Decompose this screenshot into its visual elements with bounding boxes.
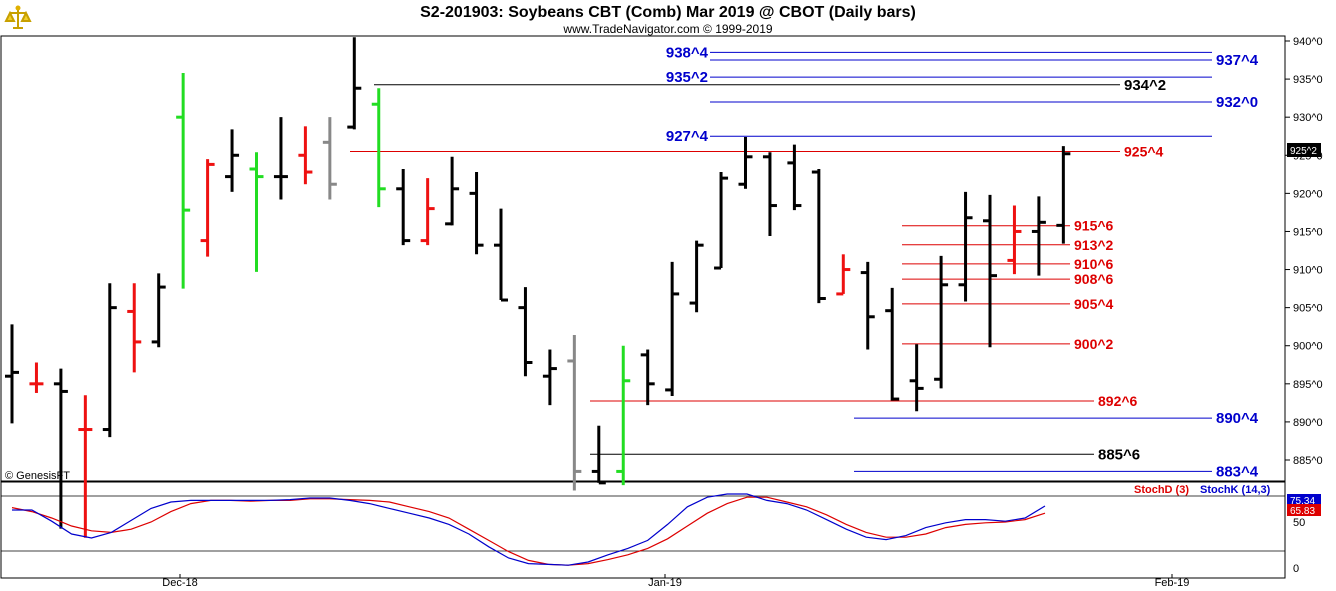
level-label: 883^4 — [1216, 463, 1259, 480]
ohlc-bar — [469, 172, 484, 255]
ohlc-bar — [1031, 196, 1046, 276]
price-y-ticks: 885^0 890^0 895^0 900^0 905^0 910^0 915^0 920^0… — [1285, 36, 1323, 467]
ohlc-bar — [445, 156, 460, 226]
level-label: 892^6 — [1098, 393, 1138, 409]
ohlc-bar — [836, 254, 851, 296]
x-tick-label: Feb-19 — [1155, 577, 1190, 589]
chart-title: S2-201903: Soybeans CBT (Comb) Mar 2019 … — [420, 4, 916, 21]
ohlc-bar — [494, 208, 508, 302]
ohlc-bar — [983, 194, 997, 348]
ohlc-bar — [1007, 205, 1022, 275]
ohlc-bar — [78, 395, 93, 538]
stochd-last-value: 65.83 — [1290, 506, 1315, 517]
stochd-line — [11, 496, 1046, 566]
ohlc-bar — [616, 345, 631, 486]
level-label: 927^4 — [666, 128, 709, 145]
ohlc-bar — [420, 178, 435, 246]
ohlc-bar — [1056, 146, 1071, 244]
level-label: 937^4 — [1216, 52, 1259, 69]
ohlc-bar — [176, 72, 191, 289]
ohlc-bar — [714, 172, 729, 270]
ohlc-bar — [542, 349, 557, 406]
legend-stochk: StochK (14,3) — [1200, 484, 1271, 496]
stoch-ytick-50: 50 — [1293, 517, 1305, 529]
level-label: 938^4 — [666, 44, 709, 61]
price-tick-label: 890^0 — [1293, 417, 1323, 429]
ohlc-bar — [127, 283, 142, 373]
ohlc-bar — [885, 287, 900, 401]
level-label: 913^2 — [1074, 237, 1114, 253]
price-tick-label: 935^0 — [1293, 74, 1323, 86]
ohlc-bar — [200, 159, 215, 257]
price-tick-label: 920^0 — [1293, 188, 1323, 200]
ohlc-bar — [811, 168, 826, 304]
level-label: 910^6 — [1074, 256, 1114, 272]
stochk-last-value: 75.34 — [1290, 496, 1315, 507]
ohlc-bar — [29, 362, 44, 393]
ohlc-bar — [665, 261, 680, 397]
level-label: 900^2 — [1074, 336, 1114, 352]
ohlc-bar — [860, 261, 875, 350]
ohlc-bar — [591, 425, 606, 485]
chart-subtitle: www.TradeNavigator.com © 1999-2019 — [562, 22, 772, 36]
price-tick-label: 895^0 — [1293, 379, 1323, 391]
stochk-last-box — [1287, 494, 1321, 506]
ohlc-bar — [298, 126, 313, 185]
stoch-ytick-0: 0 — [1293, 563, 1299, 575]
level-label: 890^4 — [1216, 410, 1259, 427]
ohlc-bar — [738, 136, 753, 189]
stochd-last-box — [1287, 504, 1321, 516]
level-lines: 938^4 937^4 935^2 934^2 932^0 927^4 925^4 915^6… — [350, 44, 1259, 480]
level-label: 935^2 — [666, 69, 708, 86]
price-bars — [5, 37, 1071, 538]
ohlc-bar — [249, 152, 264, 272]
legend-stochd: StochD (3) — [1134, 484, 1189, 496]
ohlc-bar — [273, 117, 288, 200]
stochk-line — [12, 493, 1046, 566]
level-label: 934^2 — [1124, 77, 1166, 94]
ohlc-bar — [225, 129, 240, 192]
price-tick-label: 905^0 — [1293, 303, 1323, 315]
ohlc-bar — [102, 283, 117, 438]
level-label: 908^6 — [1074, 271, 1114, 287]
copyright: © GenesisFT — [5, 470, 70, 482]
price-tick-label: 900^0 — [1293, 341, 1323, 353]
x-tick-label: Jan-19 — [648, 577, 682, 589]
level-label: 932^0 — [1216, 94, 1258, 111]
level-label: 925^4 — [1124, 143, 1164, 159]
price-tick-label: 940^0 — [1293, 36, 1323, 48]
x-ticks: Dec-18 Jan-19 Feb-19 — [162, 574, 1189, 589]
level-label: 885^6 — [1098, 446, 1140, 463]
price-tick-label: 885^0 — [1293, 455, 1323, 467]
ohlc-bar — [640, 349, 655, 406]
ohlc-bar — [518, 287, 533, 377]
price-tick-label: 915^0 — [1293, 226, 1323, 238]
price-tick-label: 910^0 — [1293, 265, 1323, 277]
level-label: 905^4 — [1074, 296, 1114, 312]
ohlc-bar — [151, 273, 166, 348]
ohlc-bar — [347, 37, 362, 130]
ohlc-bar — [53, 368, 68, 529]
ohlc-bar — [909, 344, 924, 412]
ohlc-bar — [567, 335, 582, 491]
ohlc-bar — [787, 144, 802, 211]
stochastic-panel — [0, 481, 1286, 579]
last-price-label: 925^2 — [1290, 146, 1317, 157]
ohlc-bar — [762, 152, 777, 237]
x-tick-label: Dec-18 — [162, 577, 197, 589]
scales-logo-icon — [4, 4, 32, 32]
ohlc-bar — [371, 88, 386, 208]
ohlc-bar — [689, 240, 704, 313]
level-label: 915^6 — [1074, 218, 1114, 234]
ohlc-bar — [5, 324, 19, 424]
ohlc-bar — [958, 191, 973, 302]
stochastic-lines — [11, 493, 1046, 566]
last-price-marker: 925^2 — [1287, 143, 1321, 157]
ohlc-bar — [934, 255, 949, 389]
price-tick-label: 930^0 — [1293, 112, 1323, 124]
ohlc-bar — [322, 117, 337, 200]
ohlc-bar — [396, 168, 411, 246]
